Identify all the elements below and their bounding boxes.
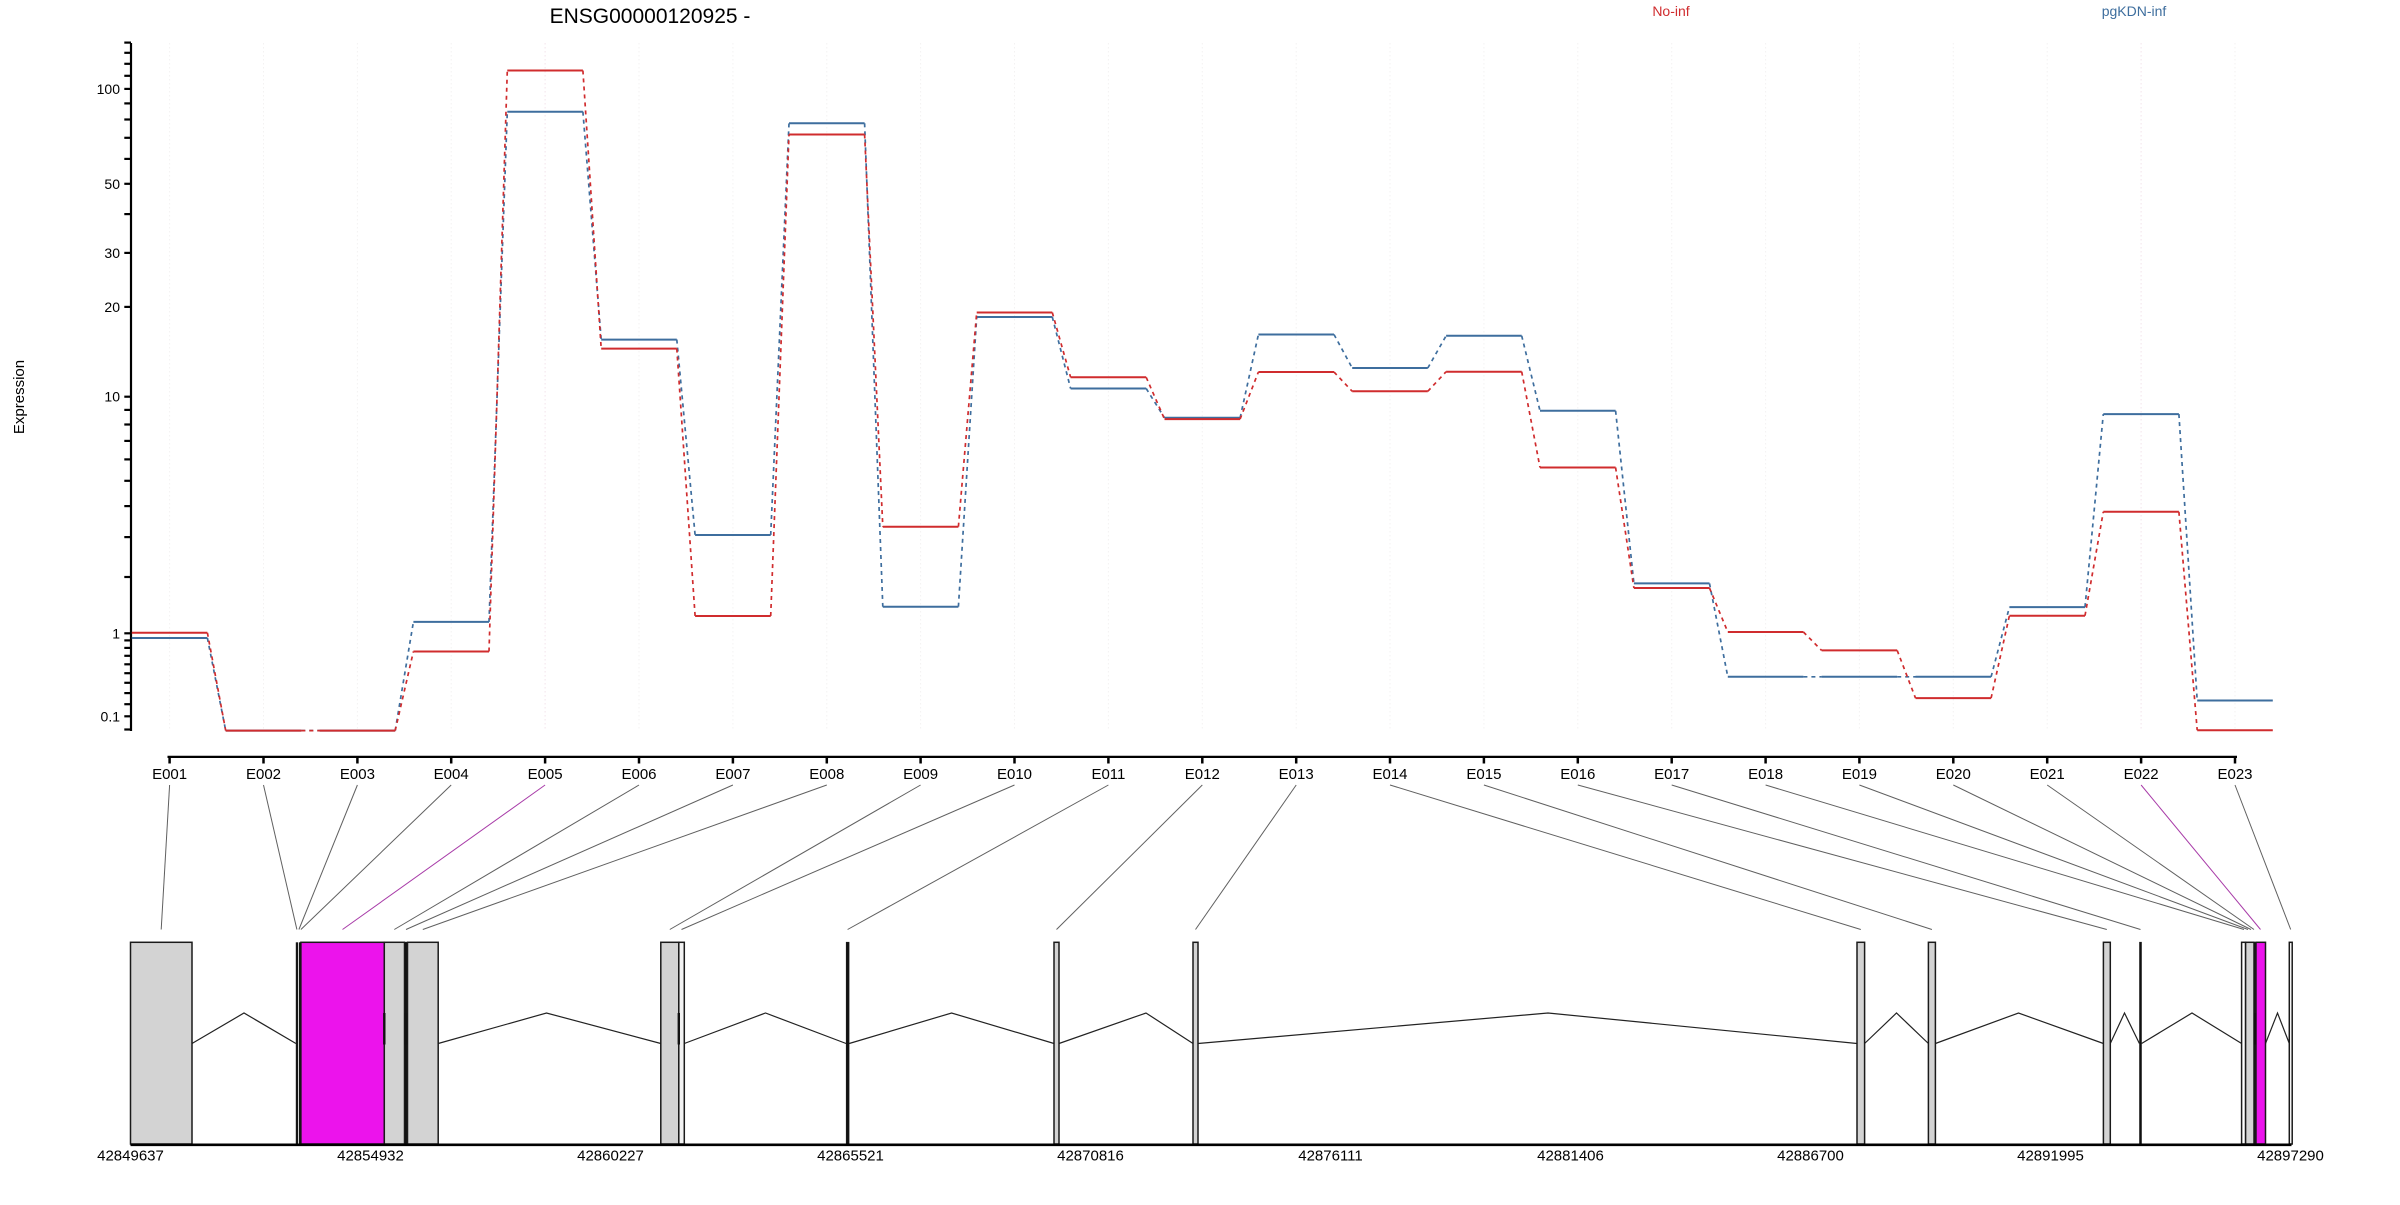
svg-text:42876111: 42876111	[1298, 1148, 1363, 1165]
svg-text:E011: E011	[1091, 766, 1125, 783]
svg-text:E003: E003	[340, 766, 375, 783]
svg-text:ENSG00000120925 -: ENSG00000120925 -	[550, 5, 751, 28]
svg-text:E005: E005	[528, 766, 563, 783]
svg-text:E002: E002	[246, 766, 281, 783]
svg-text:42860227: 42860227	[577, 1148, 644, 1165]
svg-text:100: 100	[97, 81, 121, 97]
svg-text:pgKDN-inf: pgKDN-inf	[2102, 3, 2167, 19]
svg-text:E017: E017	[1654, 766, 1689, 783]
svg-text:0.1: 0.1	[101, 708, 121, 724]
svg-text:50: 50	[104, 176, 120, 192]
svg-text:E018: E018	[1748, 766, 1783, 783]
svg-text:E007: E007	[715, 766, 750, 783]
svg-text:30: 30	[104, 245, 120, 261]
svg-text:42849637: 42849637	[97, 1148, 164, 1165]
svg-text:42886700: 42886700	[1777, 1148, 1844, 1165]
svg-text:1: 1	[112, 625, 120, 641]
svg-text:E004: E004	[434, 766, 469, 783]
svg-text:E022: E022	[2124, 766, 2159, 783]
svg-text:E008: E008	[809, 766, 844, 783]
svg-text:E006: E006	[621, 766, 656, 783]
svg-text:10: 10	[104, 389, 120, 405]
svg-text:E020: E020	[1936, 766, 1971, 783]
svg-text:E013: E013	[1279, 766, 1314, 783]
svg-text:E012: E012	[1185, 766, 1220, 783]
svg-text:E016: E016	[1560, 766, 1595, 783]
svg-text:No-inf: No-inf	[1652, 3, 1689, 19]
svg-text:42865521: 42865521	[817, 1148, 884, 1165]
svg-text:E019: E019	[1842, 766, 1877, 783]
svg-text:Expression: Expression	[11, 360, 28, 434]
svg-text:E015: E015	[1466, 766, 1501, 783]
svg-text:E009: E009	[903, 766, 938, 783]
svg-text:E014: E014	[1372, 766, 1407, 783]
svg-text:E023: E023	[2217, 766, 2252, 783]
svg-text:42897290: 42897290	[2257, 1148, 2324, 1165]
svg-text:42870816: 42870816	[1057, 1148, 1124, 1165]
svg-text:42854932: 42854932	[337, 1148, 404, 1165]
svg-text:20: 20	[104, 299, 120, 315]
svg-text:42891995: 42891995	[2017, 1148, 2084, 1165]
svg-text:E021: E021	[2030, 766, 2065, 783]
svg-text:42881406: 42881406	[1537, 1148, 1604, 1165]
svg-text:E001: E001	[152, 766, 187, 783]
svg-text:E010: E010	[997, 766, 1032, 783]
